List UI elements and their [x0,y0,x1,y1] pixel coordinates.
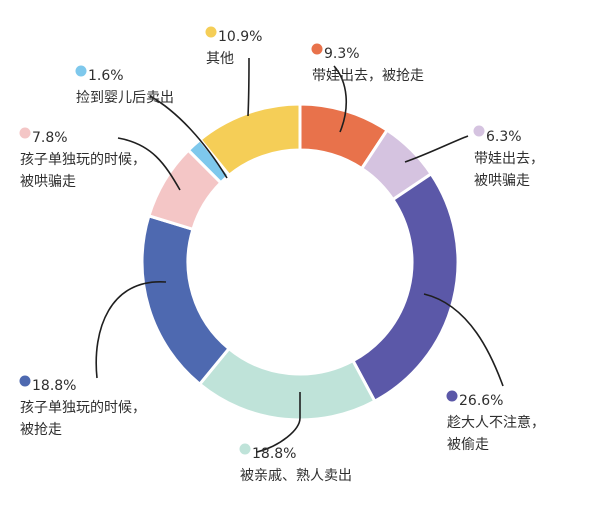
legend-dot-2 [473,125,485,137]
slice-category-label-6-2: 被哄骗走 [20,174,76,190]
slice-category-label-1-1: 带娃出去，被抢走 [312,67,424,84]
slice-category-label-7-1: 捡到婴儿后卖出 [76,89,174,106]
slice-percent-label-2: 6.3% [486,129,522,145]
leader-line-2 [404,135,469,163]
donut-slice-5 [140,213,232,387]
slice-percent-label-4: 18.8% [252,446,296,462]
slice-category-label-3-1: 趁大人不注意， [447,414,545,431]
slice-percent-label-8: 10.9% [218,29,262,45]
slice-percent-label-3: 26.6% [459,393,503,409]
slice-category-label-5-1: 孩子单独玩的时候， [20,400,146,416]
slice-category-label-2-1: 带娃出去， [474,151,544,167]
leader-line-7 [149,95,228,179]
legend-dot-7 [75,65,87,77]
legend-dot-8 [205,26,217,38]
slice-percent-label-1: 9.3% [324,46,360,62]
leader-line-3 [423,293,504,387]
leader-line-4 [256,392,301,453]
slice-category-label-3-2: 被偷走 [447,437,489,453]
slice-category-label-8-1: 其他 [206,51,234,67]
slice-category-label-2-2: 被哄骗走 [474,173,530,189]
slice-category-label-4-1: 被亲戚、熟人卖出 [240,468,352,484]
leader-line-5 [95,281,167,379]
legend-dot-6 [19,127,31,139]
donut-slice-3 [350,171,460,404]
slice-percent-label-5: 18.8% [32,378,76,394]
legend-dot-3 [446,390,458,402]
legend-dot-4 [239,443,251,455]
leader-line-1 [333,65,348,133]
legend-dot-5 [19,375,31,387]
slice-percent-label-6: 7.8% [32,130,68,146]
slice-category-label-6-1: 孩子单独玩的时候， [20,152,146,168]
leader-line-8 [247,57,250,117]
legend-dot-1 [311,43,323,55]
slice-category-label-5-2: 被抢走 [20,421,62,438]
donut-slice-4 [197,346,377,422]
donut-slice-8 [198,102,302,178]
slice-percent-label-7: 1.6% [88,68,124,84]
leader-line-6 [117,137,181,191]
